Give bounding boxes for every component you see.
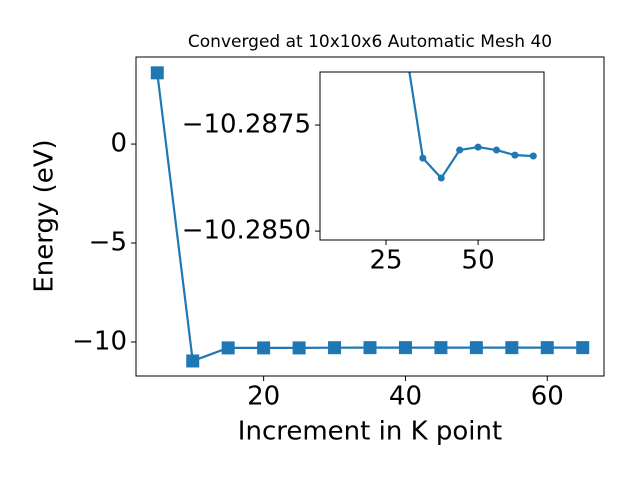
marker [186,354,200,368]
marker [474,143,482,151]
y-tick-label: −5 [89,228,127,258]
marker [469,341,483,355]
y-tick-label: −10.2875 [182,110,311,140]
marker [511,151,519,159]
axes-frame [135,56,605,377]
x-axis-label: Increment in K point [238,417,502,447]
plot-area [150,66,590,368]
marker [529,152,537,160]
inset-background [320,72,544,240]
marker [437,174,445,182]
marker [398,341,412,355]
x-tick-label: 25 [369,246,402,276]
marker [576,341,590,355]
marker [328,341,342,355]
y-axis-label: Energy (eV) [30,139,60,292]
axes-frame [319,71,545,241]
marker [419,154,427,162]
marker [434,341,448,355]
marker [150,66,164,80]
marker [505,341,519,355]
x-tick-label: 20 [247,382,280,412]
x-tick-label: 40 [389,382,422,412]
x-tick-label: 60 [531,382,564,412]
x-tick-label: 50 [462,246,495,276]
marker [540,341,554,355]
marker [492,146,500,154]
marker [292,341,306,355]
marker [456,146,464,154]
marker [363,341,377,355]
y-tick-label: 0 [110,129,127,159]
plot-area [408,72,537,182]
y-tick-label: −10 [72,326,127,356]
marker [257,341,271,355]
marker [221,341,235,355]
chart-title: Converged at 10x10x6 Automatic Mesh 40 [188,32,552,52]
y-tick-label: −10.2850 [182,216,311,246]
